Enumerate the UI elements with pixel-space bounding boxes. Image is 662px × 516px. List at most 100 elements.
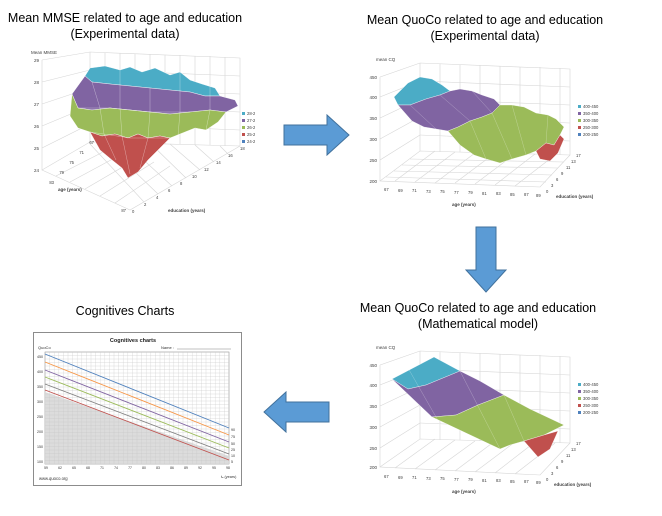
cognitives-x-tick: 59 bbox=[44, 466, 48, 470]
quoco-exp-education-tick: 6 bbox=[556, 177, 559, 182]
quoco-model-education-tick: 13 bbox=[571, 447, 576, 452]
quoco-exp-z-tick: 250 bbox=[369, 158, 377, 163]
cognitives-y-tick: 150 bbox=[37, 445, 43, 449]
mmse-education-tick: 8 bbox=[180, 181, 183, 186]
mmse-legend-item: 28-29 bbox=[247, 111, 255, 116]
quoco-model-age-label: age (years) bbox=[452, 489, 476, 494]
mmse-education-tick: 2 bbox=[144, 202, 147, 207]
cognitives-x-tick: 80 bbox=[142, 466, 146, 470]
quoco-exp-title: Mean QuoCo related to age and education … bbox=[355, 12, 615, 44]
mmse-age-ticks: 67 71 75 79 83 87 bbox=[49, 140, 126, 213]
quoco-model-z-tick: 450 bbox=[369, 363, 377, 368]
percentile-line-25 bbox=[44, 376, 230, 449]
quoco-model-title-line2: (Mathematical model) bbox=[417, 317, 539, 331]
cognitives-grid bbox=[44, 351, 230, 465]
quoco-exp-surface-chart: mean CQ 450 400 350 300 250 200 67 69 71… bbox=[369, 57, 599, 207]
arrow-left bbox=[263, 391, 330, 433]
quoco-model-legend-item: 250-300 bbox=[583, 403, 599, 408]
quoco-exp-z-tick: 450 bbox=[369, 75, 377, 80]
quoco-model-education-tick: 9 bbox=[561, 459, 564, 464]
quoco-model-age-tick: 79 bbox=[468, 477, 473, 482]
quoco-exp-title-line1: Mean QuoCo related to age and education bbox=[366, 13, 604, 27]
quoco-exp-z-tick: 300 bbox=[369, 137, 377, 142]
quoco-model-age-tick: 77 bbox=[454, 477, 459, 482]
cognitives-percentile-label: 25 bbox=[231, 448, 235, 452]
quoco-exp-education-ticks: 0 3 6 9 11 13 17 bbox=[546, 153, 581, 194]
quoco-exp-education-tick: 13 bbox=[571, 159, 576, 164]
cognitives-x-tick: 86 bbox=[170, 466, 174, 470]
cognitives-y-tick: 200 bbox=[37, 430, 43, 434]
quoco-model-band-250-300 bbox=[523, 430, 559, 458]
percentile-line-50 bbox=[44, 369, 230, 443]
quoco-model-title-line1: Mean QuoCo related to age and education bbox=[359, 301, 597, 315]
mmse-age-tick: 79 bbox=[59, 170, 64, 175]
mmse-title-line2: (Experimental data) bbox=[70, 27, 180, 41]
cognitives-percentile-label: 90 bbox=[231, 428, 235, 432]
mmse-age-tick: 75 bbox=[69, 160, 74, 165]
quoco-model-z-tick: 350 bbox=[369, 404, 377, 409]
cognitives-y-tick: 400 bbox=[37, 370, 43, 374]
mmse-z-tick: 29 bbox=[34, 58, 40, 63]
quoco-model-surface bbox=[391, 356, 565, 458]
percentile-line-75 bbox=[44, 361, 230, 436]
quoco-exp-title-line2: (Experimental data) bbox=[430, 29, 540, 43]
cognitives-y-ticks: 450 400 350 300 250 200 150 100 bbox=[37, 355, 43, 464]
quoco-exp-z-ticks: 450 400 350 300 250 200 bbox=[369, 75, 377, 184]
mmse-legend-item: 25-26 bbox=[247, 132, 255, 137]
quoco-model-age-tick: 73 bbox=[426, 476, 431, 481]
quoco-model-age-ticks: 67 69 71 73 75 77 79 81 83 85 87 89 bbox=[384, 474, 541, 485]
cognitives-x-tick: 95 bbox=[212, 466, 216, 470]
mmse-legend-item: 24-25 bbox=[247, 139, 255, 144]
cognitives-percentile-label: 75 bbox=[231, 435, 235, 439]
cognitives-percentile-lines bbox=[44, 353, 230, 461]
quoco-model-surface-chart: mean CQ 450 400 350 300 250 200 67 69 71… bbox=[369, 345, 599, 494]
mmse-legend: 28-29 27-28 26-27 25-26 24-25 bbox=[242, 111, 255, 144]
quoco-exp-band-300-350 bbox=[447, 104, 565, 164]
mmse-title-line1: Mean MMSE related to age and education bbox=[7, 11, 243, 25]
quoco-exp-age-tick: 79 bbox=[468, 190, 473, 195]
quoco-exp-legend: 400-450 350-400 300-350 250-300 200-250 bbox=[578, 104, 599, 137]
quoco-exp-education-tick: 11 bbox=[566, 165, 571, 170]
quoco-exp-age-tick: 73 bbox=[426, 189, 431, 194]
quoco-exp-legend-item: 300-350 bbox=[583, 118, 599, 123]
quoco-model-legend: 400-450 350-400 300-350 250-300 200-250 bbox=[578, 382, 599, 415]
cognitives-x-tick: 65 bbox=[72, 466, 76, 470]
mmse-surface bbox=[69, 65, 239, 179]
mmse-education-tick: 0 bbox=[132, 209, 135, 214]
quoco-model-education-tick: 11 bbox=[566, 453, 571, 458]
mmse-z-tick: 28 bbox=[34, 80, 40, 85]
mmse-age-tick: 71 bbox=[79, 150, 84, 155]
percentile-line-10 bbox=[44, 383, 230, 455]
cognitives-y-tick: 300 bbox=[37, 400, 43, 404]
quoco-exp-band-250-300 bbox=[535, 134, 565, 162]
quoco-exp-legend-item: 400-450 bbox=[583, 104, 599, 109]
quoco-model-education-tick: 3 bbox=[551, 471, 554, 476]
quoco-model-age-tick: 69 bbox=[398, 475, 403, 480]
cognitives-x-tick: 62 bbox=[58, 466, 62, 470]
cognitives-y-tick: 450 bbox=[37, 355, 43, 359]
cognitives-x-tick: 74 bbox=[114, 466, 118, 470]
quoco-model-education-tick: 17 bbox=[576, 441, 581, 446]
quoco-model-age-tick: 85 bbox=[510, 479, 515, 484]
quoco-exp-age-tick: 67 bbox=[384, 187, 389, 192]
mmse-surface-chart: 29 28 27 26 25 24 Mean MMSE 67 71 75 79 … bbox=[31, 50, 255, 214]
quoco-model-legend-item: 350-400 bbox=[583, 389, 599, 394]
mmse-band-25-26 bbox=[89, 131, 171, 179]
quoco-exp-age-tick: 69 bbox=[398, 188, 403, 193]
mmse-education-tick: 12 bbox=[204, 167, 209, 172]
mmse-education-tick: 6 bbox=[168, 188, 171, 193]
cognitives-x-tick: 89 bbox=[184, 466, 188, 470]
cognitives-percentile-label: 10 bbox=[231, 454, 235, 458]
quoco-model-z-ticks: 450 400 350 300 250 200 bbox=[369, 363, 377, 470]
quoco-model-education-tick: 0 bbox=[546, 477, 549, 482]
cognitives-x-tick: 77 bbox=[128, 466, 132, 470]
quoco-exp-age-tick: 85 bbox=[510, 192, 515, 197]
mmse-age-tick: 67 bbox=[89, 140, 94, 145]
cognitives-charts-heading: Cognitives charts bbox=[110, 338, 156, 344]
quoco-exp-education-tick: 3 bbox=[551, 183, 554, 188]
mmse-education-tick: 4 bbox=[156, 195, 159, 200]
quoco-exp-education-tick: 17 bbox=[576, 153, 581, 158]
quoco-model-title: Mean QuoCo related to age and education … bbox=[348, 300, 608, 332]
quoco-exp-age-tick: 83 bbox=[496, 191, 501, 196]
percentile-line-90 bbox=[44, 353, 230, 429]
